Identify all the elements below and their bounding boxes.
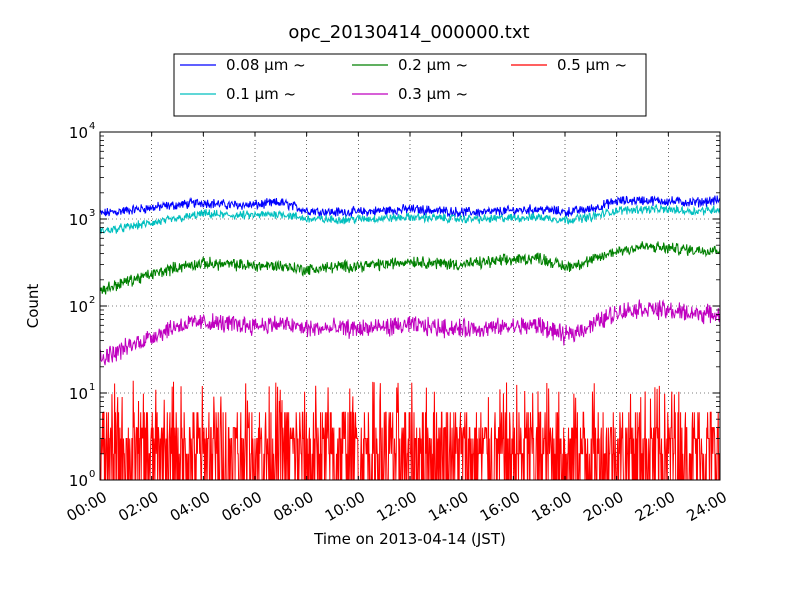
- y-tick-base: 10: [69, 472, 88, 490]
- y-tick-exponent: 3: [89, 208, 95, 219]
- series-line-1: [100, 204, 720, 234]
- legend-label-2: 0.2 µm ~: [398, 56, 468, 74]
- legend-label-3: 0.3 µm ~: [398, 85, 468, 103]
- y-tick-base: 10: [69, 124, 88, 142]
- y-tick-exponent: 4: [89, 121, 95, 132]
- y-tick-label: 10: [69, 211, 88, 229]
- chart-title: opc_20130414_000000.txt: [288, 22, 529, 43]
- y-tick-exponent: 1: [89, 382, 95, 393]
- legend-frame: [173, 53, 647, 117]
- y-tick-base: 10: [69, 385, 88, 403]
- y-tick-label: 10: [69, 298, 88, 316]
- series-line-3: [100, 299, 720, 366]
- legend-label-1: 0.1 µm ~: [226, 85, 296, 103]
- y-tick-label: 10: [69, 385, 88, 403]
- series-line-4: [100, 380, 720, 480]
- y-tick-label: 10: [69, 472, 88, 490]
- y-tick-label: 10: [69, 124, 88, 142]
- y-tick-exponent: 0: [89, 469, 95, 480]
- series-group: [100, 195, 720, 480]
- legend: 0.08 µm ~ 0.1 µm ~ 0.2 µm ~ 0.3 µm ~ 0.5 µm …: [173, 53, 647, 117]
- grid: [100, 132, 720, 480]
- legend-label-0: 0.08 µm ~: [226, 56, 306, 74]
- legend-label-4: 0.5 µm ~: [557, 56, 627, 74]
- y-tick-exponent: 2: [89, 295, 95, 306]
- y-tick-base: 10: [69, 298, 88, 316]
- series-line-2: [100, 241, 720, 295]
- y-tick-base: 10: [69, 211, 88, 229]
- y-axis-label: Count: [24, 284, 42, 329]
- series-line-0: [100, 195, 720, 218]
- x-axis-label: Time on 2013-04-14 (JST): [313, 530, 506, 548]
